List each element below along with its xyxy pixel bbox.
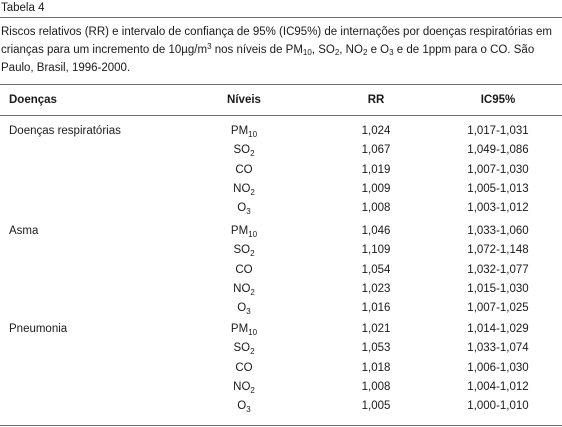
table-caption: Riscos relativos (RR) e intervalo de con… <box>1 23 560 77</box>
header-ci: IC95% <box>480 94 516 106</box>
level-base: PM <box>230 225 249 237</box>
level-subscript: 2 <box>250 149 255 158</box>
rr-value: 1,019 <box>361 164 391 176</box>
level-base: PM <box>230 125 249 137</box>
level-subscript: 2 <box>250 249 255 258</box>
level-base: CO <box>235 264 253 276</box>
level-cell: PM10 <box>200 224 288 239</box>
disease-label: Doenças respiratórias <box>9 125 121 137</box>
level-subscript: 2 <box>250 288 255 297</box>
caption-sub-10: 10 <box>302 48 312 57</box>
rr-value: 1,005 <box>361 400 391 412</box>
level-cell: O3 <box>200 201 288 216</box>
level-subscript: 3 <box>246 405 251 414</box>
level-base: SO <box>233 144 251 156</box>
level-base: PM <box>230 323 249 335</box>
disease-label: Asma <box>9 225 39 237</box>
ci-value: 1,007-1,025 <box>467 302 529 314</box>
level-cell: CO <box>200 263 288 277</box>
ci-value: 1,017-1,031 <box>467 125 529 137</box>
caption-sup-3: 3 <box>207 42 212 51</box>
rr-value: 1,016 <box>361 302 391 314</box>
rr-value: 1,008 <box>361 381 391 393</box>
level-cell: SO2 <box>200 243 288 258</box>
rr-value: 1,024 <box>361 125 391 137</box>
ci-value: 1,033-1,060 <box>467 225 529 237</box>
level-cell: CO <box>200 361 288 375</box>
ci-value: 1,015-1,030 <box>467 283 529 295</box>
ci-value: 1,032-1,077 <box>467 264 529 276</box>
level-subscript: 10 <box>248 328 258 337</box>
header-rr: RR <box>367 94 385 106</box>
caption-text-1: Riscos relativos (RR) e intervalo de con… <box>1 26 552 56</box>
rr-value: 1,054 <box>361 264 391 276</box>
level-cell: NO2 <box>200 380 288 395</box>
caption-text-2: nos níveis de PM <box>211 44 303 56</box>
header-disease: Doenças <box>9 94 57 106</box>
level-cell: O3 <box>200 301 288 316</box>
ci-value: 1,000-1,010 <box>467 400 529 412</box>
caption-sub-2b: 2 <box>362 48 368 57</box>
level-base: CO <box>235 362 253 374</box>
level-cell: SO2 <box>200 143 288 158</box>
level-subscript: 2 <box>250 347 255 356</box>
top-rule <box>0 17 562 18</box>
rr-value: 1,009 <box>361 183 391 195</box>
caption-text-6: e de 1ppm para o CO. São Paulo, Brasil, … <box>1 44 535 74</box>
ci-value: 1,005-1,013 <box>467 183 529 195</box>
rr-value: 1,046 <box>361 225 391 237</box>
table-label: Tabela 4 <box>1 2 45 14</box>
disease-label: Pneumonia <box>9 323 68 335</box>
header-level: Níveis <box>227 94 261 106</box>
level-base: O <box>237 400 247 412</box>
rr-value: 1,023 <box>361 283 391 295</box>
rr-value: 1,021 <box>361 323 391 335</box>
level-base: O <box>237 202 247 214</box>
level-base: CO <box>235 164 253 176</box>
level-subscript: 2 <box>250 188 255 197</box>
level-subscript: 3 <box>246 307 251 316</box>
level-base: NO <box>233 381 251 393</box>
rr-value: 1,018 <box>361 362 391 374</box>
level-subscript: 10 <box>248 130 258 139</box>
ci-value: 1,004-1,012 <box>467 381 529 393</box>
level-base: SO <box>233 244 251 256</box>
level-cell: NO2 <box>200 282 288 297</box>
ci-value: 1,014-1,029 <box>467 323 529 335</box>
level-cell: SO2 <box>200 341 288 356</box>
level-cell: PM10 <box>200 322 288 337</box>
level-cell: CO <box>200 163 288 177</box>
caption-sub-3: 3 <box>389 48 394 57</box>
ci-value: 1,072-1,148 <box>467 244 529 256</box>
level-subscript: 10 <box>248 230 258 239</box>
level-base: SO <box>233 342 251 354</box>
ci-value: 1,003-1,012 <box>467 202 529 214</box>
rr-value: 1,109 <box>361 244 391 256</box>
rr-value: 1,008 <box>361 202 391 214</box>
level-subscript: 3 <box>246 207 251 216</box>
caption-text-3: , SO <box>311 44 335 56</box>
level-base: NO <box>233 283 251 295</box>
caption-text-5: e O <box>367 44 390 56</box>
header-bottom-rule <box>0 115 562 116</box>
bottom-rule <box>0 425 562 426</box>
caption-sub-2a: 2 <box>334 48 340 57</box>
ci-value: 1,007-1,030 <box>467 164 529 176</box>
level-base: O <box>237 302 247 314</box>
ci-value: 1,033-1,074 <box>467 342 529 354</box>
level-cell: PM10 <box>200 124 288 139</box>
ci-value: 1,006-1,030 <box>467 362 529 374</box>
level-cell: O3 <box>200 399 288 414</box>
caption-text-4: , NO <box>339 44 363 56</box>
rr-value: 1,053 <box>361 342 391 354</box>
level-cell: NO2 <box>200 182 288 197</box>
rr-value: 1,067 <box>361 144 391 156</box>
ci-value: 1,049-1,086 <box>467 144 529 156</box>
level-base: NO <box>233 183 251 195</box>
level-subscript: 2 <box>250 386 255 395</box>
header-top-rule <box>0 84 562 85</box>
